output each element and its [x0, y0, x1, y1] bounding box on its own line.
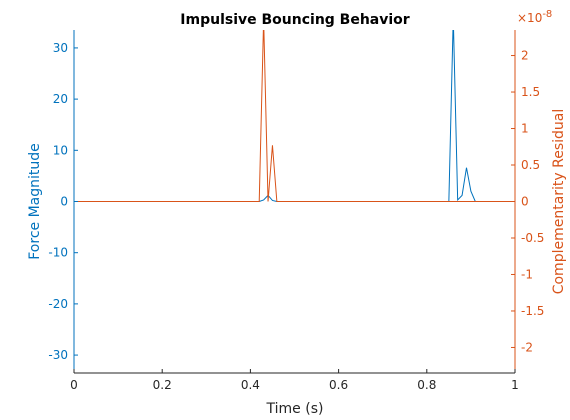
- y-right-tick-label: -2: [521, 340, 533, 354]
- y-right-axis-label: Complementarity Residual: [551, 109, 567, 295]
- y-right-tick-label: 1: [521, 122, 529, 136]
- x-tick-label: 0.8: [417, 378, 436, 392]
- y-left-tick-label: 10: [53, 143, 68, 157]
- x-axis-label: Time (s): [266, 401, 324, 417]
- y-right-tick-label: 1.5: [521, 85, 540, 99]
- series-line-right: [74, 30, 515, 202]
- y-right-tick-label: 0.5: [521, 158, 540, 172]
- y-right-exponent-base: ×10: [517, 11, 542, 25]
- y-left-tick-label: -20: [48, 297, 68, 311]
- y-right-exponent: ×10-8: [517, 9, 552, 25]
- axes-layer: 0 0.2 0.4 0.6 0.8 1-30-20-100102030-2-1.5-1-0…: [48, 30, 544, 392]
- series-layer: [74, 30, 515, 202]
- x-tick-label: 0.4: [241, 378, 260, 392]
- y-left-axis-label: Force Magnitude: [27, 143, 43, 260]
- x-tick-label: 1: [511, 378, 519, 392]
- y-right-exponent-power: -8: [542, 9, 552, 20]
- series-line-left: [74, 30, 515, 202]
- x-tick-label: 0: [70, 378, 78, 392]
- y-right-tick-label: -1: [521, 267, 533, 281]
- x-tick-label: 0.2: [153, 378, 172, 392]
- y-right-tick-label: -1.5: [521, 304, 544, 318]
- y-left-tick-label: 30: [53, 41, 68, 55]
- x-tick-label: 0.6: [329, 378, 348, 392]
- chart-title: Impulsive Bouncing Behavior: [180, 12, 410, 28]
- y-right-tick-label: -0.5: [521, 231, 544, 245]
- y-right-tick-label: 2: [521, 49, 529, 63]
- y-left-tick-label: 0: [60, 195, 68, 209]
- y-left-tick-label: -10: [48, 246, 68, 260]
- y-left-tick-label: 20: [53, 92, 68, 106]
- y-left-tick-label: -30: [48, 348, 68, 362]
- y-right-tick-label: 0: [521, 195, 529, 209]
